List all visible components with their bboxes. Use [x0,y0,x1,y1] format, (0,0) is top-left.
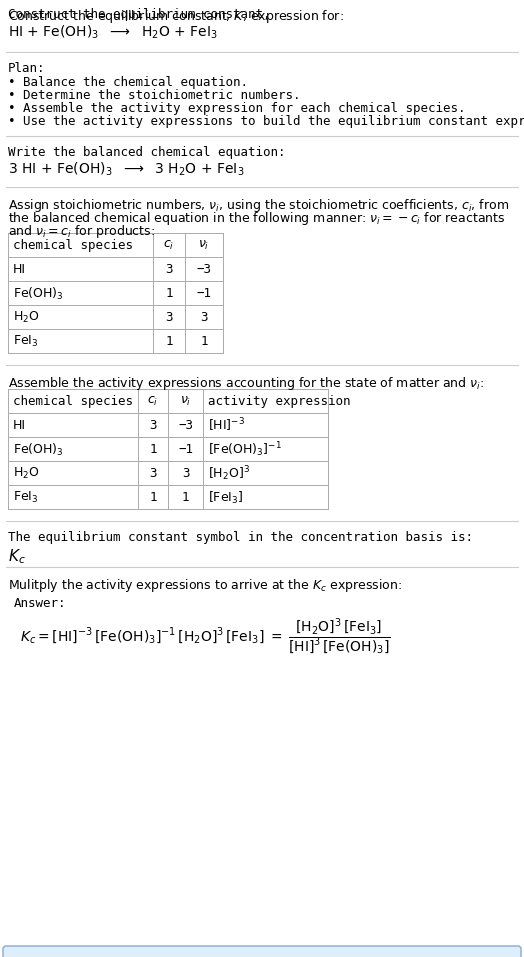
Text: $[\mathrm{Fe(OH)_3}]^{-1}$: $[\mathrm{Fe(OH)_3}]^{-1}$ [208,440,282,458]
Text: $\nu_i$: $\nu_i$ [180,395,191,408]
Text: 3: 3 [182,467,189,480]
Text: 1: 1 [165,335,173,348]
Text: Assign stoichiometric numbers, $\nu_i$, using the stoichiometric coefficients, $: Assign stoichiometric numbers, $\nu_i$, … [8,197,509,214]
Text: $[\mathrm{H_2O}]^{3}$: $[\mathrm{H_2O}]^{3}$ [208,464,250,483]
Text: FeI$_3$: FeI$_3$ [13,334,39,349]
Text: 3: 3 [165,311,173,324]
Text: −1: −1 [178,443,193,456]
Text: $K_c = [\mathrm{HI}]^{-3}\,[\mathrm{Fe(OH)_3}]^{-1}\,[\mathrm{H_2O}]^3\,[\mathrm: $K_c = [\mathrm{HI}]^{-3}\,[\mathrm{Fe(O… [20,617,391,657]
Text: The equilibrium constant symbol in the concentration basis is:: The equilibrium constant symbol in the c… [8,531,473,544]
Text: $c_i$: $c_i$ [163,239,174,252]
Text: $\nu_i$: $\nu_i$ [198,239,210,252]
Text: H$_2$O: H$_2$O [13,466,40,481]
Text: activity expression: activity expression [208,395,351,408]
Text: • Balance the chemical equation.: • Balance the chemical equation. [8,76,248,89]
Text: 3: 3 [165,263,173,276]
Text: 1: 1 [165,287,173,300]
Text: HI: HI [13,263,26,276]
Text: 3: 3 [149,419,157,432]
FancyBboxPatch shape [3,946,521,957]
Text: Write the balanced chemical equation:: Write the balanced chemical equation: [8,146,286,159]
Text: HI: HI [13,419,26,432]
Text: −3: −3 [178,419,193,432]
Text: HI + Fe(OH)$_3$  $\longrightarrow$  H$_2$O + FeI$_3$: HI + Fe(OH)$_3$ $\longrightarrow$ H$_2$O… [8,24,218,41]
Text: $K_c$: $K_c$ [8,547,26,566]
Text: $[\mathrm{FeI_3}]$: $[\mathrm{FeI_3}]$ [208,489,243,505]
Text: 3: 3 [200,311,208,324]
Text: FeI$_3$: FeI$_3$ [13,490,39,505]
Text: −3: −3 [196,263,212,276]
Text: Construct the equilibrium constant, $K$, expression for:: Construct the equilibrium constant, $K$,… [8,8,344,25]
Text: H$_2$O: H$_2$O [13,310,40,325]
Text: 1: 1 [200,335,208,348]
Text: Mulitply the activity expressions to arrive at the $K_c$ expression:: Mulitply the activity expressions to arr… [8,577,402,594]
Text: chemical species: chemical species [13,395,133,408]
Text: $[\mathrm{HI}]^{-3}$: $[\mathrm{HI}]^{-3}$ [208,416,245,434]
Text: 3 HI + Fe(OH)$_3$  $\longrightarrow$  3 H$_2$O + FeI$_3$: 3 HI + Fe(OH)$_3$ $\longrightarrow$ 3 H$… [8,161,245,178]
Text: 1: 1 [149,491,157,504]
Text: Construct the equilibrium constant,: Construct the equilibrium constant, [8,8,278,21]
Text: and $\nu_i = c_i$ for products:: and $\nu_i = c_i$ for products: [8,223,155,240]
Text: 1: 1 [182,491,189,504]
Text: Assemble the activity expressions accounting for the state of matter and $\nu_i$: Assemble the activity expressions accoun… [8,375,484,392]
Text: the balanced chemical equation in the following manner: $\nu_i = -c_i$ for react: the balanced chemical equation in the fo… [8,210,506,227]
Text: Fe(OH)$_3$: Fe(OH)$_3$ [13,441,64,457]
Text: • Use the activity expressions to build the equilibrium constant expression.: • Use the activity expressions to build … [8,115,524,128]
Text: • Determine the stoichiometric numbers.: • Determine the stoichiometric numbers. [8,89,300,102]
Text: $c_i$: $c_i$ [147,395,159,408]
Text: 1: 1 [149,443,157,456]
Text: Fe(OH)$_3$: Fe(OH)$_3$ [13,285,64,301]
Text: Plan:: Plan: [8,62,46,75]
Text: 3: 3 [149,467,157,480]
Text: chemical species: chemical species [13,239,133,252]
Text: Answer:: Answer: [14,597,67,610]
Text: −1: −1 [196,287,212,300]
Text: • Assemble the activity expression for each chemical species.: • Assemble the activity expression for e… [8,102,465,115]
